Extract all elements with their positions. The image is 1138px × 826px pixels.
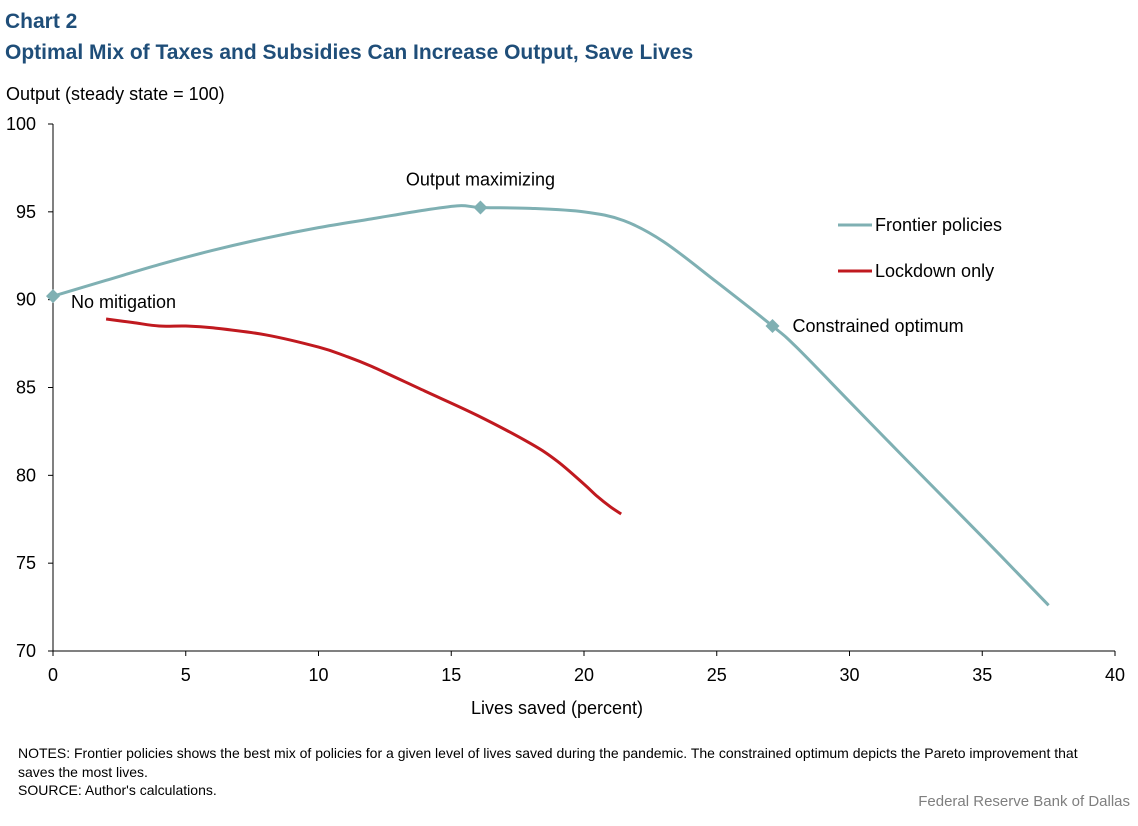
- chart-title: Optimal Mix of Taxes and Subsidies Can I…: [5, 41, 694, 64]
- marker-label: Constrained optimum: [793, 316, 964, 336]
- source-text: SOURCE: Author's calculations.: [18, 782, 217, 798]
- y-tick-label: 95: [16, 202, 36, 222]
- x-tick-label: 25: [707, 665, 727, 685]
- marker-label: Output maximizing: [406, 169, 555, 189]
- marker-diamond-no-mitigation: [46, 289, 60, 304]
- x-tick-label: 20: [574, 665, 594, 685]
- legend-label: Frontier policies: [875, 215, 1002, 235]
- legend-label: Lockdown only: [875, 261, 994, 281]
- x-tick-label: 15: [441, 665, 461, 685]
- x-tick-label: 35: [972, 665, 992, 685]
- x-ticks: 0 5 10 15 20 25 30 35 40: [48, 651, 1125, 685]
- series-line-frontier-policies: [52, 204, 1050, 607]
- credit-text: Federal Reserve Bank of Dallas: [918, 793, 1130, 810]
- x-tick-label: 10: [308, 665, 328, 685]
- axes: [52, 124, 1115, 652]
- x-axis-label: Lives saved (percent): [471, 698, 643, 718]
- y-tick-label: 85: [16, 378, 36, 398]
- chart-number: Chart 2: [5, 10, 78, 33]
- legend: Frontier policies Lockdown only: [838, 215, 1002, 281]
- x-tick-label: 5: [181, 665, 191, 685]
- series-layer: [52, 204, 1050, 607]
- x-tick-label: 40: [1105, 665, 1125, 685]
- marker-diamond-output-maximizing: [473, 200, 488, 215]
- marker-diamond-constrained-optimum: [765, 319, 780, 334]
- y-tick-label: 70: [16, 641, 36, 661]
- y-ticks: 70 75 80 85 90 95 100: [6, 114, 53, 661]
- series-line-lockdown-only: [105, 317, 622, 516]
- y-axis-label: Output (steady state = 100): [6, 84, 225, 104]
- y-tick-label: 75: [16, 553, 36, 573]
- y-tick-label: 90: [16, 290, 36, 310]
- y-tick-label: 100: [6, 114, 36, 134]
- x-tick-label: 30: [839, 665, 859, 685]
- marker-label: No mitigation: [71, 292, 176, 312]
- x-tick-label: 0: [48, 665, 58, 685]
- notes-text: NOTES: Frontier policies shows the best …: [18, 745, 1078, 780]
- y-tick-label: 80: [16, 465, 36, 485]
- marker-layer: No mitigation Output maximizing Constraine…: [46, 169, 964, 336]
